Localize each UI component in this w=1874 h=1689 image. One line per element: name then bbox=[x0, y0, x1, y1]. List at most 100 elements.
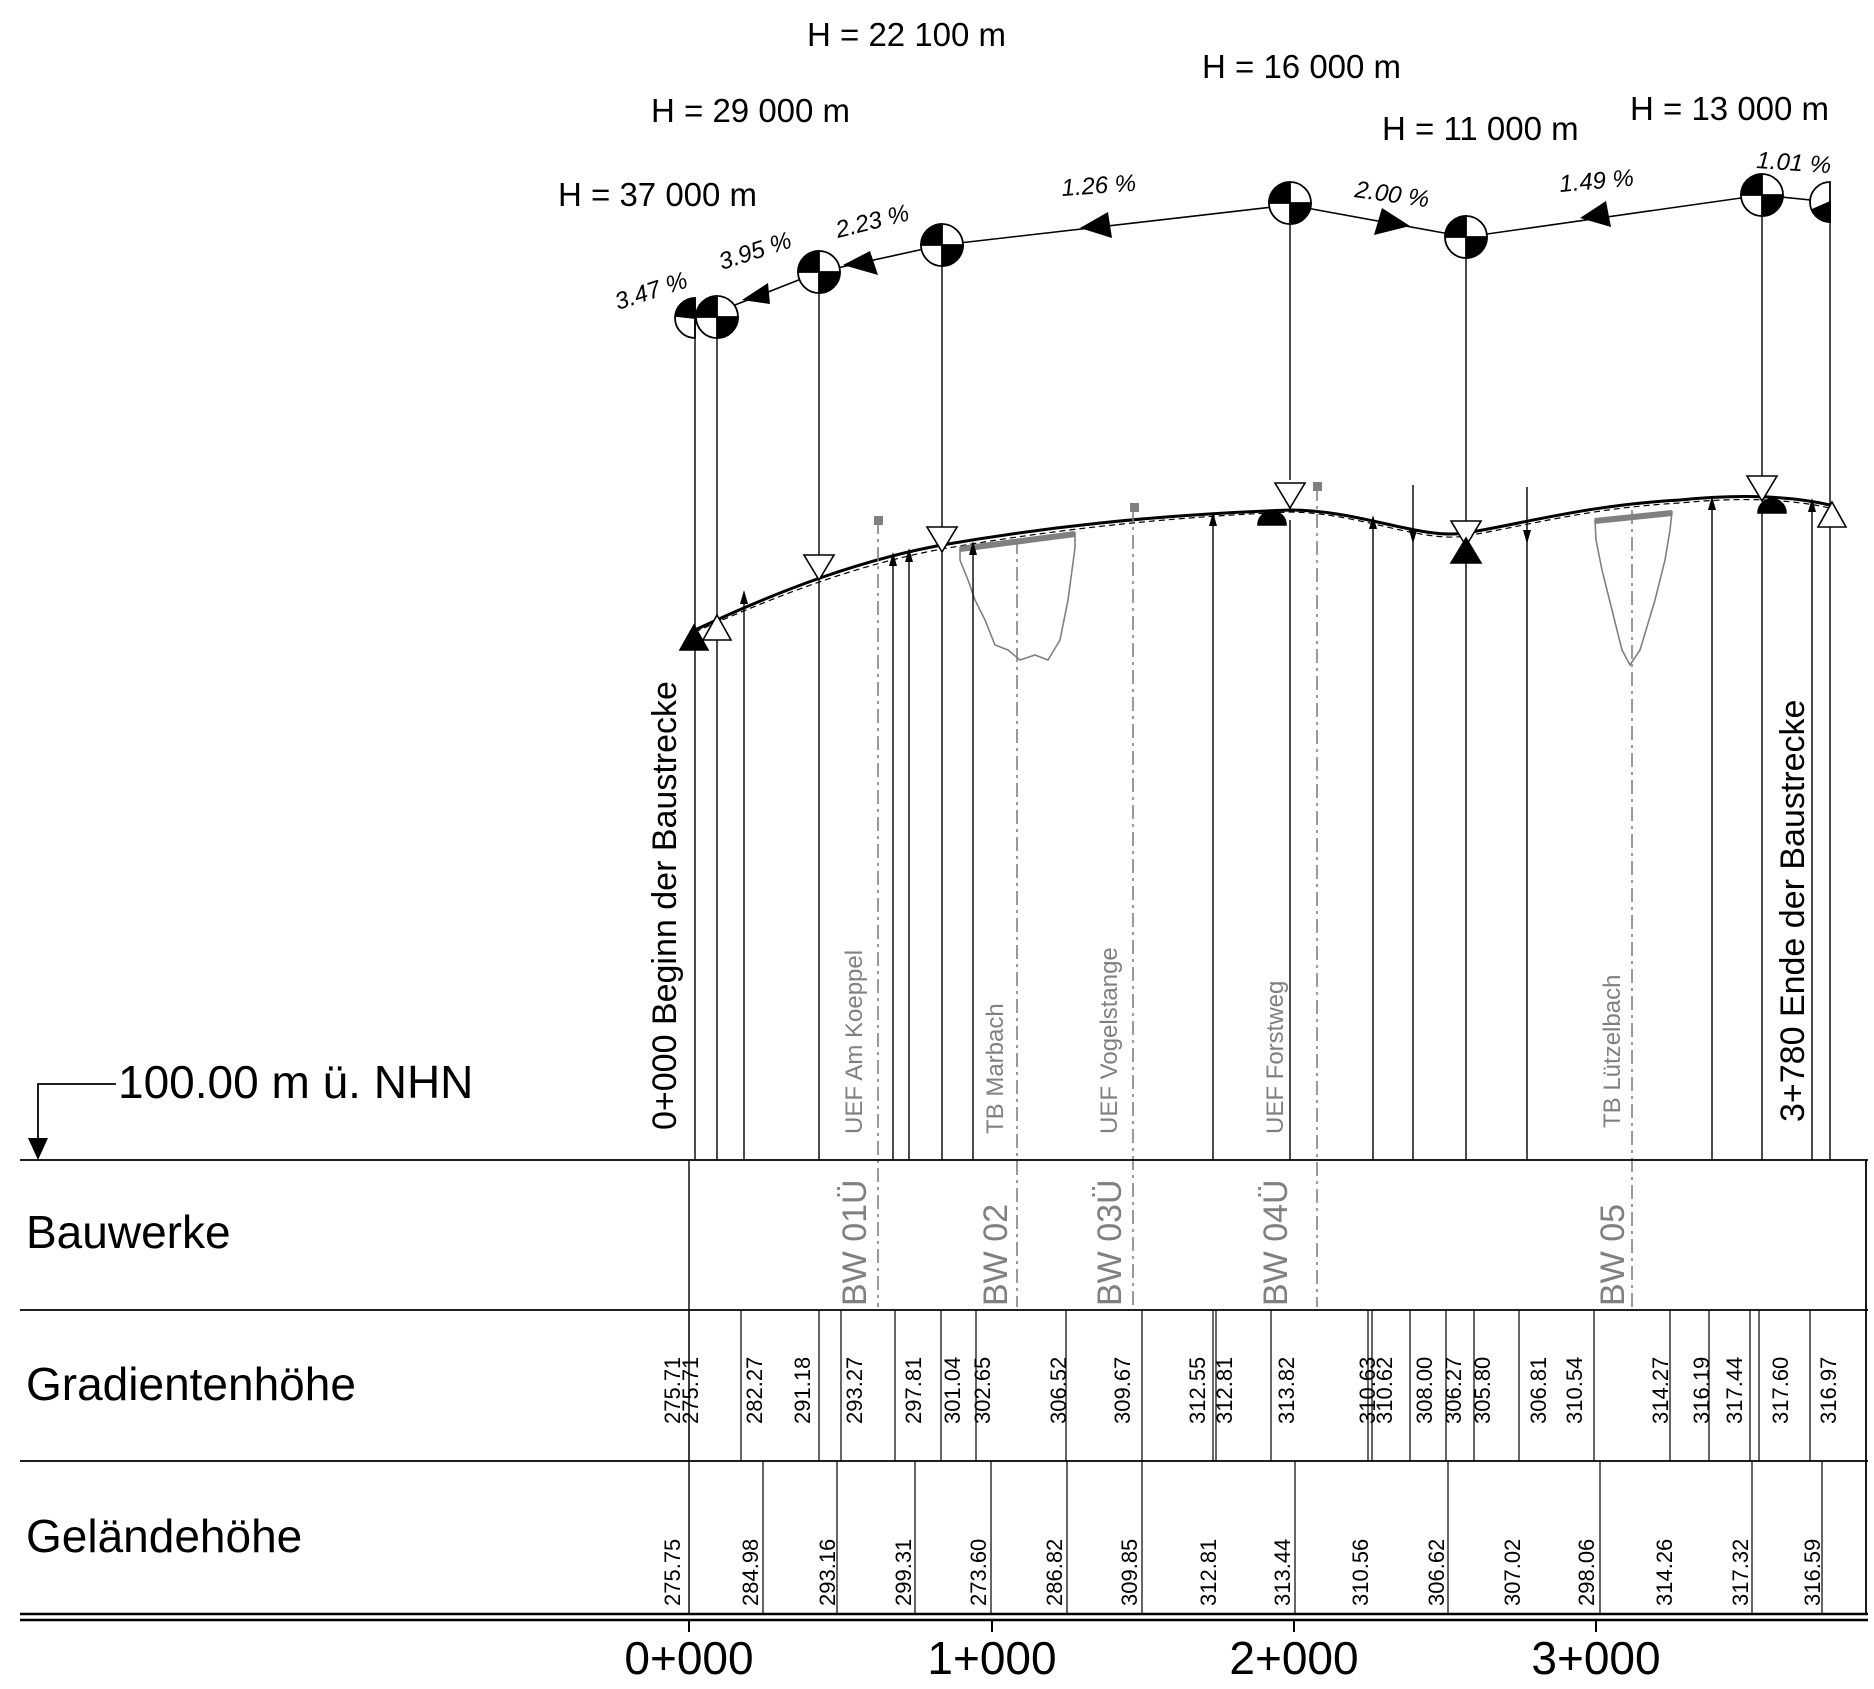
grade-label: 1.49 % bbox=[1558, 165, 1635, 198]
terrain-value: 284.98 bbox=[738, 1539, 763, 1606]
gradient-value: 316.97 bbox=[1816, 1357, 1841, 1424]
structure-names: UEF Am Koeppel TB Marbach UEF Vogelstange U… bbox=[841, 947, 1626, 1134]
station-label: 3+000 bbox=[1531, 1632, 1660, 1684]
gradient-value: 316.19 bbox=[1689, 1357, 1714, 1424]
gradient-value: 313.82 bbox=[1274, 1357, 1299, 1424]
structure-name: UEF Am Koeppel bbox=[841, 950, 868, 1134]
grade-label: 1.26 % bbox=[1061, 170, 1137, 202]
structure-code: BW 03Ü bbox=[1091, 1179, 1129, 1306]
structure-code: BW 02 bbox=[977, 1204, 1015, 1306]
radius-labels: H = 37 000 m H = 29 000 m H = 22 100 m H = … bbox=[558, 16, 1829, 213]
gradient-value: 317.44 bbox=[1722, 1357, 1747, 1424]
end-label: 3+780 Ende der Baustrecke bbox=[1774, 700, 1812, 1122]
terrain-value: 286.82 bbox=[1042, 1539, 1067, 1606]
terrain-row: 275.75 284.98 293.16 299.31 273.60 286.82 309.… bbox=[660, 1461, 1825, 1614]
structure-codes: BW 01Ü BW 02 BW 03Ü BW 04Ü BW 05 bbox=[836, 1179, 1632, 1306]
structure-centerlines bbox=[877, 487, 1633, 1307]
radius-label: H = 11 000 m bbox=[1382, 110, 1579, 147]
terrain-value: 309.85 bbox=[1117, 1539, 1142, 1606]
vc-marker bbox=[797, 250, 841, 294]
bridge-decks bbox=[959, 510, 1673, 552]
grade-label: 1.01 % bbox=[1756, 147, 1832, 179]
gradient-value: 302.65 bbox=[970, 1357, 995, 1424]
datum-reference: 100.00 m ü. NHN bbox=[28, 1056, 473, 1160]
gradient-value: 305.80 bbox=[1470, 1357, 1495, 1424]
grade-label: 2.23 % bbox=[832, 200, 912, 245]
row-label-gradient: Gradientenhöhe bbox=[26, 1358, 356, 1410]
gradient-value: 310.62 bbox=[1372, 1357, 1397, 1424]
gradient-value: 282.27 bbox=[742, 1357, 767, 1424]
gradient-value: 309.67 bbox=[1110, 1357, 1135, 1424]
gradient-value: 312.81 bbox=[1212, 1357, 1237, 1424]
vc-marker bbox=[695, 295, 739, 339]
gradient-value: 297.81 bbox=[901, 1357, 926, 1424]
band-table bbox=[20, 1159, 1868, 1622]
gradient-value: 312.55 bbox=[1185, 1357, 1210, 1424]
terrain-value: 312.81 bbox=[1196, 1539, 1221, 1606]
gradient-value: 275.71 bbox=[660, 1357, 685, 1424]
datum-label: 100.00 m ü. NHN bbox=[118, 1056, 473, 1108]
structure-name: TB Marbach bbox=[982, 1003, 1009, 1134]
terrain-value: 316.59 bbox=[1800, 1539, 1825, 1606]
profile-triangles bbox=[678, 475, 1848, 651]
structure-markers bbox=[874, 482, 1322, 525]
gradient-value: 308.00 bbox=[1412, 1357, 1437, 1424]
terrain-value: 306.62 bbox=[1424, 1539, 1449, 1606]
gradient-value: 317.60 bbox=[1768, 1357, 1793, 1424]
grade-label: 3.95 % bbox=[716, 227, 795, 276]
terrain-value: 314.26 bbox=[1652, 1539, 1677, 1606]
row-label-gelaende: Geländehöhe bbox=[26, 1510, 302, 1562]
station-axis: 0+000 1+000 2+000 3+000 bbox=[624, 1620, 1661, 1684]
terrain-value: 313.44 bbox=[1270, 1539, 1295, 1606]
gradient-value: 306.52 bbox=[1046, 1357, 1071, 1424]
gradient-value: 310.54 bbox=[1562, 1357, 1587, 1424]
structure-name: UEF Vogelstange bbox=[1096, 947, 1123, 1134]
gradient-value: 301.04 bbox=[940, 1357, 965, 1424]
start-label: 0+000 Beginn der Baustrecke bbox=[646, 681, 684, 1130]
grade-direction-arrows bbox=[742, 201, 1611, 304]
vc-marker-start bbox=[674, 297, 696, 339]
terrain-value: 299.31 bbox=[891, 1539, 916, 1606]
terrain-value: 275.75 bbox=[660, 1539, 685, 1606]
station-label: 0+000 bbox=[624, 1632, 753, 1684]
vc-marker bbox=[1740, 173, 1784, 217]
vertical-curve-markers bbox=[674, 173, 1831, 339]
station-arrowheads bbox=[740, 496, 1816, 604]
vc-marker bbox=[1268, 181, 1312, 225]
terrain-value: 310.56 bbox=[1348, 1539, 1373, 1606]
structure-name: UEF Forstweg bbox=[1262, 981, 1289, 1134]
terrain-value: 298.06 bbox=[1574, 1539, 1599, 1606]
radius-label: H = 16 000 m bbox=[1202, 48, 1401, 85]
row-label-bauwerke: Bauwerke bbox=[26, 1206, 231, 1258]
radius-label: H = 29 000 m bbox=[651, 92, 850, 129]
valley-sections bbox=[959, 511, 1673, 667]
structure-code: BW 04Ü bbox=[1257, 1179, 1295, 1306]
station-label: 1+000 bbox=[927, 1632, 1056, 1684]
gradient-value: 306.27 bbox=[1441, 1357, 1466, 1424]
radius-label: H = 37 000 m bbox=[558, 176, 757, 213]
station-lines bbox=[743, 485, 1813, 1160]
gradient-value: 314.27 bbox=[1648, 1357, 1673, 1424]
gradient-value: 293.27 bbox=[842, 1357, 867, 1424]
vc-marker bbox=[1444, 215, 1488, 259]
gradient-value: 291.18 bbox=[790, 1357, 815, 1424]
leader-lines bbox=[694, 216, 1831, 1160]
station-label: 2+000 bbox=[1229, 1632, 1358, 1684]
gradient-value: 306.81 bbox=[1526, 1357, 1551, 1424]
structure-code: BW 01Ü bbox=[836, 1179, 874, 1306]
terrain-value: 293.16 bbox=[815, 1539, 840, 1606]
terrain-value: 317.32 bbox=[1728, 1539, 1753, 1606]
terrain-value: 307.02 bbox=[1500, 1539, 1525, 1606]
gradient-value: 275.71 bbox=[678, 1357, 703, 1424]
grade-label: 2.00 % bbox=[1352, 176, 1431, 213]
radius-label: H = 13 000 m bbox=[1630, 90, 1829, 127]
radius-label: H = 22 100 m bbox=[807, 16, 1006, 53]
vc-marker bbox=[920, 223, 964, 267]
grade-labels: 3.47 %3.95 %2.23 %1.26 % 2.00 % 1.49 %1.01… bbox=[612, 147, 1832, 316]
terrain-value: 273.60 bbox=[966, 1539, 991, 1606]
vc-marker-end bbox=[1809, 181, 1831, 223]
gradient-value: 310.63 bbox=[1355, 1357, 1380, 1424]
